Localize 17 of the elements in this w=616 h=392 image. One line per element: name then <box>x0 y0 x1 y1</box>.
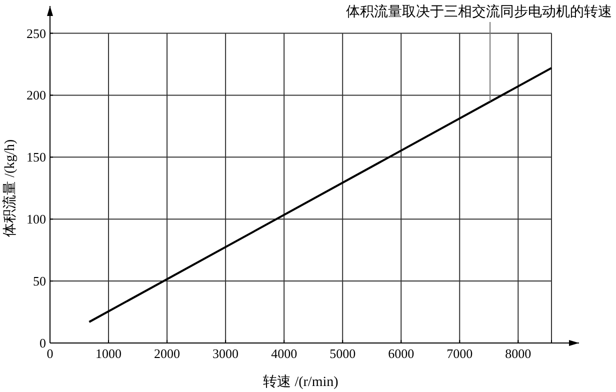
x-tick-label: 3000 <box>212 346 239 361</box>
y-axis-title: 体积流量 /(kg/h) <box>2 138 18 237</box>
x-tick-label: 5000 <box>330 346 356 361</box>
y-tick-label: 150 <box>26 150 46 165</box>
annotation: 体积流量取决于三相交流同步电动机的转速 <box>346 4 612 20</box>
y-tick-label: 200 <box>26 88 46 103</box>
x-tick-label: 7000 <box>446 346 473 361</box>
x-tick-label: 4000 <box>271 346 298 361</box>
x-tick-label: 1000 <box>96 346 122 361</box>
y-tick-label: 100 <box>26 212 46 227</box>
y-tick-label: 50 <box>33 274 46 289</box>
y-tick-label: 250 <box>26 26 46 41</box>
x-tick-label: 6000 <box>388 346 414 361</box>
x-axis-title: 转速 /(r/min) <box>263 374 339 390</box>
y-tick-label: 0 <box>40 336 46 350</box>
x-tick-label: 2000 <box>154 346 180 361</box>
x-tick-label: 8000 <box>505 346 532 361</box>
